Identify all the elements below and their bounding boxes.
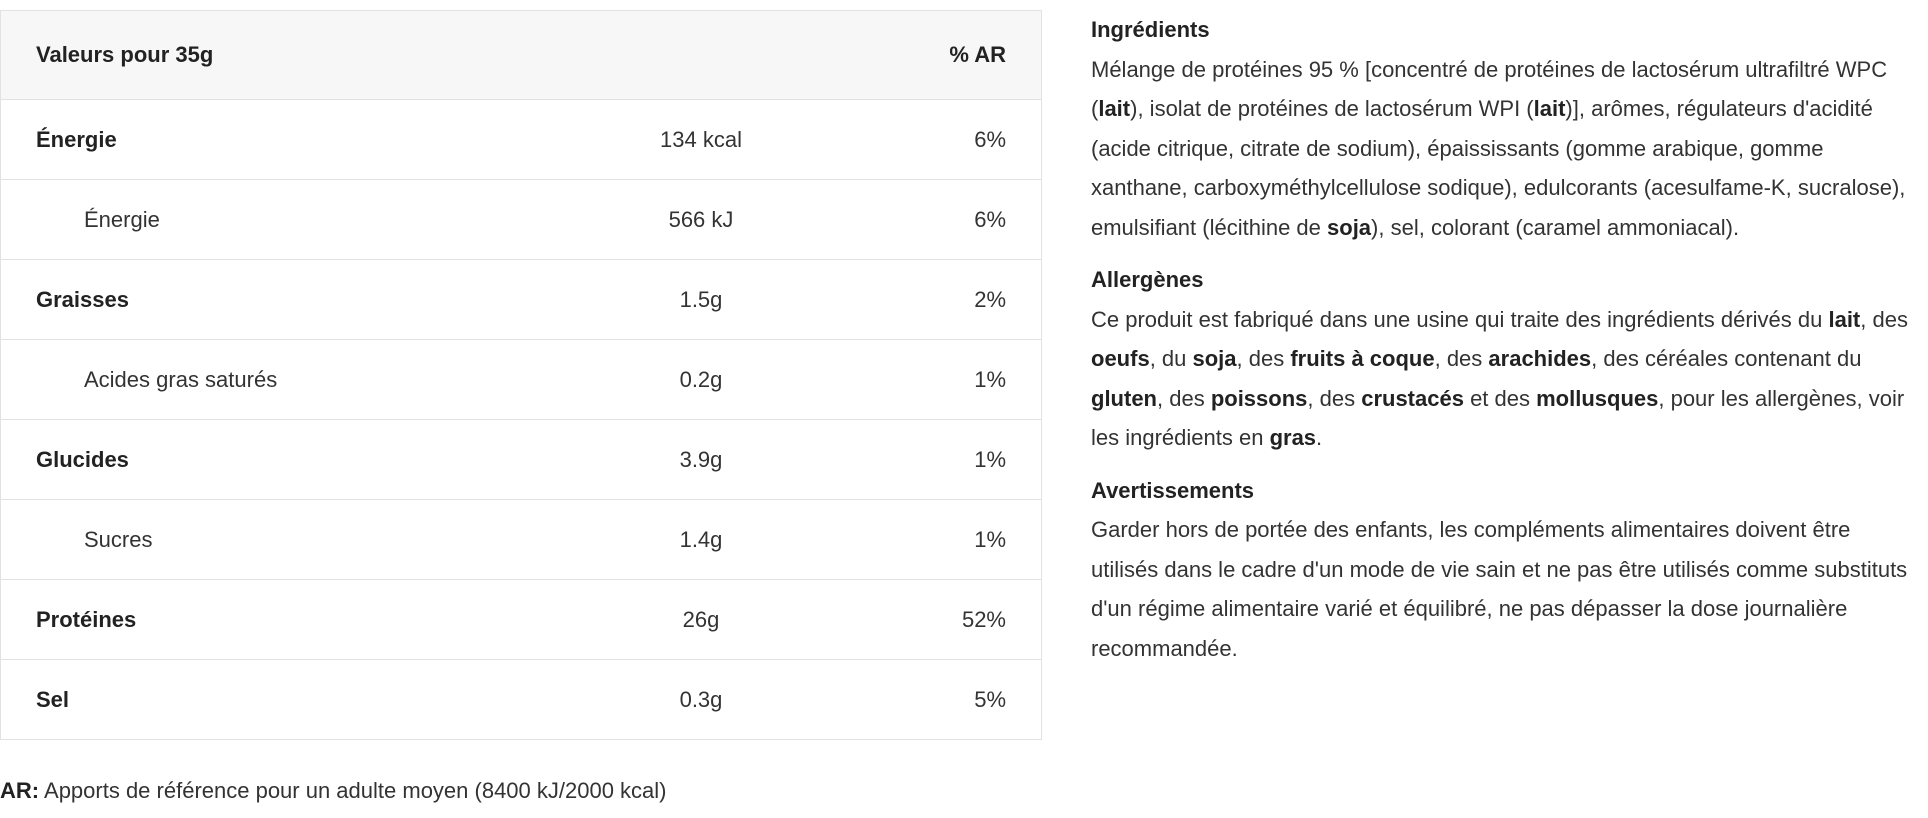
- table-row: Graisses 1.5g 2%: [0, 259, 1042, 340]
- nutrition-table: Valeurs pour 35g % AR Énergie 134 kcal 6% É…: [0, 10, 1042, 740]
- nutrient-ar: 1%: [881, 419, 1042, 500]
- section-title: Ingrédients: [1091, 17, 1210, 42]
- nutrient-name: Énergie: [0, 179, 521, 260]
- section-text: Ce produit est fabriqué dans une usine q…: [1091, 300, 1921, 458]
- bold-text: mollusques: [1536, 385, 1659, 411]
- nutrient-name: Sucres: [0, 499, 521, 580]
- table-body: Énergie 134 kcal 6% Énergie 566 kJ 6% Graisses…: [0, 99, 1042, 740]
- bold-text: gras: [1269, 425, 1317, 450]
- nutrient-amount: 134 kcal: [520, 99, 882, 180]
- section-text: Mélange de protéines 95 % [concentré de …: [1091, 50, 1921, 248]
- bold-text: lait: [1098, 96, 1131, 121]
- section-text: Garder hors de portée des enfants, les c…: [1091, 510, 1921, 668]
- text: )], arômes, régulateurs d'acidité (acide…: [1091, 96, 1906, 240]
- nutrient-name: Protéines: [0, 579, 521, 660]
- nutrient-ar: 52%: [881, 579, 1042, 660]
- text: , des: [1307, 385, 1362, 411]
- nutrient-amount: 1.5g: [520, 259, 882, 340]
- text: , des: [1236, 346, 1291, 371]
- text: Mélange de protéines 95 % [concentré de …: [1091, 56, 1888, 122]
- table-row: Glucides 3.9g 1%: [0, 419, 1042, 500]
- nutrient-amount: 1.4g: [520, 499, 882, 580]
- text: , des: [1860, 306, 1908, 332]
- table-row: Énergie 134 kcal 6%: [0, 99, 1042, 180]
- header-cell: % AR: [881, 10, 1042, 100]
- nutrient-ar: 6%: [881, 99, 1042, 180]
- nutrient-ar: 1%: [881, 499, 1042, 580]
- text: , pour les allergènes, voir les ingrédie…: [1091, 385, 1905, 451]
- nutrient-name: Graisses: [0, 259, 521, 340]
- text: .: [1316, 425, 1323, 450]
- header-cell: Valeurs pour 35g: [0, 10, 882, 100]
- nutrient-amount: 0.2g: [520, 339, 882, 420]
- nutrient-name: Sel: [0, 659, 521, 740]
- text: , des: [1434, 346, 1489, 371]
- info-section: Avertissements Garder hors de portée des …: [1091, 471, 1921, 669]
- nutrient-ar: 6%: [881, 179, 1042, 260]
- bold-text: soja: [1192, 346, 1237, 371]
- table-header: Valeurs pour 35g % AR: [0, 10, 1042, 100]
- section-title: Avertissements: [1091, 477, 1255, 503]
- nutrient-name: Acides gras saturés: [0, 339, 521, 420]
- footnote: AR: Apports de référence pour un adulte …: [0, 778, 667, 804]
- footnote-text: Apports de référence pour un adulte moye…: [44, 778, 667, 803]
- nutrient-ar: 5%: [881, 659, 1042, 740]
- bold-text: oeufs: [1091, 346, 1150, 371]
- info-column: Ingrédients Mélange de protéines 95 % [co…: [1091, 10, 1921, 681]
- nutrient-amount: 0.3g: [520, 659, 882, 740]
- text: , des: [1157, 385, 1211, 411]
- header-row: Valeurs pour 35g % AR: [0, 10, 1042, 100]
- bold-text: soja: [1327, 214, 1372, 240]
- text: ), sel, colorant (caramel ammoniacal).: [1371, 214, 1740, 240]
- bold-text: gluten: [1091, 385, 1157, 411]
- text: et des: [1463, 385, 1537, 411]
- nutrient-name: Glucides: [0, 419, 521, 500]
- text: Ce produit est fabriqué dans une usine q…: [1091, 306, 1829, 332]
- text: , du: [1149, 346, 1193, 371]
- bold-text: lait: [1533, 96, 1566, 121]
- nutrient-amount: 3.9g: [520, 419, 882, 500]
- bold-text: fruits à coque: [1290, 346, 1435, 371]
- info-section: Ingrédients Mélange de protéines 95 % [co…: [1091, 10, 1921, 247]
- footnote-label: AR:: [0, 778, 40, 803]
- table-row: Énergie 566 kJ 6%: [0, 179, 1042, 260]
- bold-text: crustacés: [1361, 385, 1464, 411]
- table-row: Sucres 1.4g 1%: [0, 499, 1042, 580]
- bold-text: arachides: [1488, 346, 1592, 371]
- nutrient-amount: 26g: [520, 579, 882, 660]
- text: ), isolat de protéines de lactosérum WPI…: [1130, 96, 1534, 121]
- nutrient-name: Énergie: [0, 99, 521, 180]
- nutrient-amount: 566 kJ: [520, 179, 882, 260]
- text: , des céréales contenant du: [1591, 346, 1862, 371]
- info-section: Allergènes Ce produit est fabriqué dans u…: [1091, 260, 1921, 458]
- section-title: Allergènes: [1091, 267, 1204, 292]
- bold-text: lait: [1828, 306, 1861, 332]
- nutrient-ar: 1%: [881, 339, 1042, 420]
- text: Garder hors de portée des enfants, les c…: [1091, 517, 1908, 661]
- table-row: Sel 0.3g 5%: [0, 659, 1042, 740]
- table-row: Protéines 26g 52%: [0, 579, 1042, 660]
- bold-text: poissons: [1210, 385, 1308, 411]
- table-row: Acides gras saturés 0.2g 1%: [0, 339, 1042, 420]
- nutrient-ar: 2%: [881, 259, 1042, 340]
